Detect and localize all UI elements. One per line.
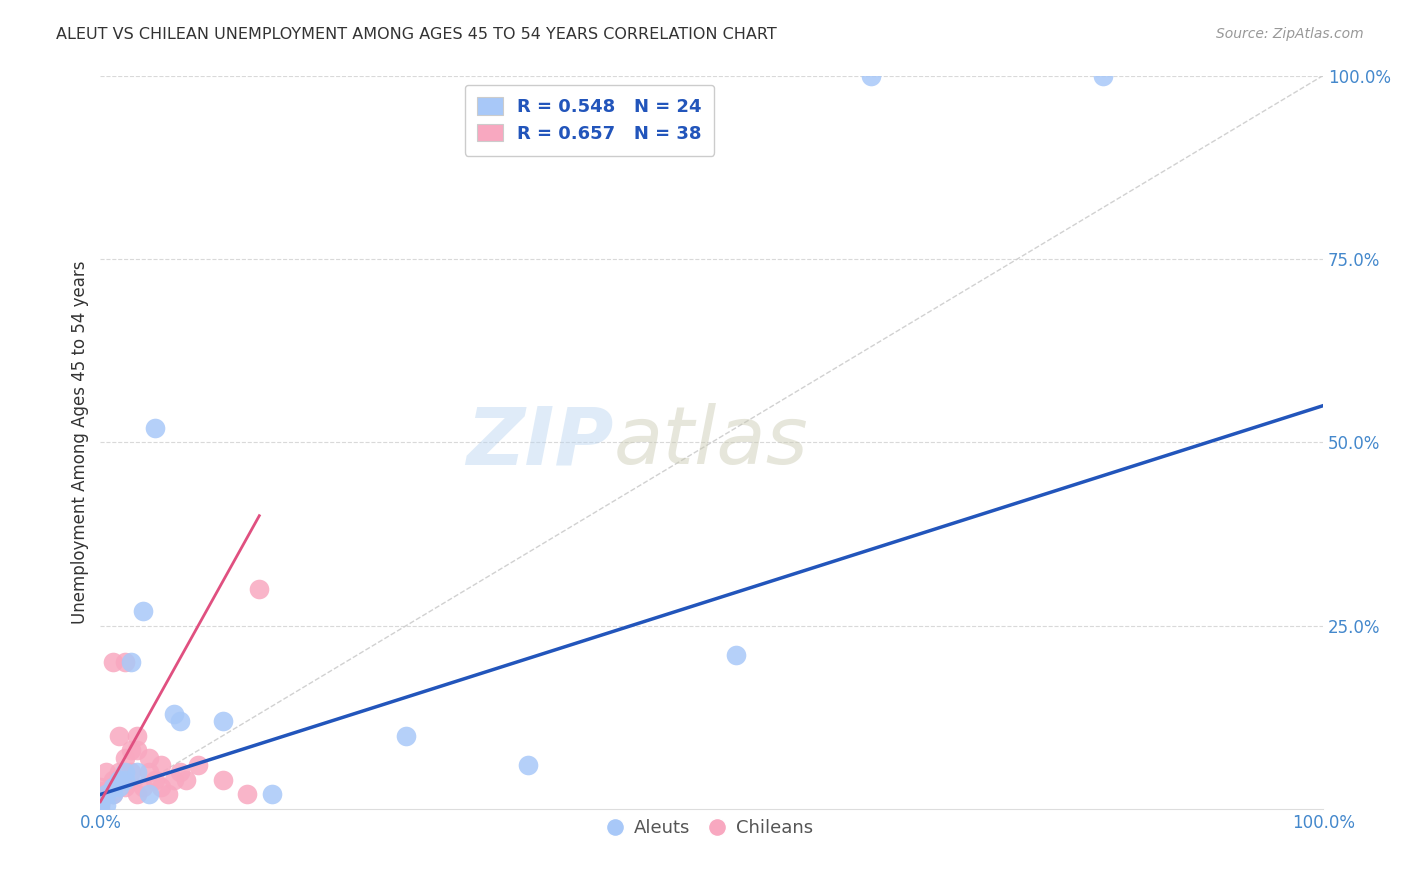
- Point: [132, 604, 155, 618]
- Point: [114, 780, 136, 794]
- Point: [156, 788, 179, 802]
- Point: [169, 765, 191, 780]
- Point: [114, 772, 136, 787]
- Point: [89, 784, 111, 798]
- Point: [107, 772, 129, 787]
- Point: [174, 772, 197, 787]
- Point: [89, 798, 111, 813]
- Point: [169, 714, 191, 728]
- Point: [120, 743, 142, 757]
- Point: [125, 743, 148, 757]
- Text: Source: ZipAtlas.com: Source: ZipAtlas.com: [1216, 27, 1364, 41]
- Point: [114, 751, 136, 765]
- Point: [89, 780, 111, 794]
- Point: [96, 788, 118, 802]
- Point: [211, 714, 233, 728]
- Point: [107, 780, 129, 794]
- Point: [132, 780, 155, 794]
- Point: [120, 765, 142, 780]
- Legend: Aleuts, Chileans: Aleuts, Chileans: [603, 812, 820, 844]
- Point: [236, 788, 259, 802]
- Point: [89, 802, 111, 816]
- Point: [120, 656, 142, 670]
- Point: [859, 69, 882, 83]
- Point: [114, 765, 136, 780]
- Text: ZIP: ZIP: [467, 403, 614, 482]
- Point: [101, 788, 124, 802]
- Point: [150, 758, 173, 772]
- Point: [145, 420, 167, 434]
- Point: [211, 772, 233, 787]
- Point: [138, 751, 160, 765]
- Point: [138, 765, 160, 780]
- Point: [89, 788, 111, 802]
- Point: [96, 788, 118, 802]
- Text: atlas: atlas: [614, 403, 808, 482]
- Point: [107, 729, 129, 743]
- Point: [125, 729, 148, 743]
- Point: [96, 765, 118, 780]
- Point: [163, 706, 186, 721]
- Point: [89, 798, 111, 813]
- Point: [187, 758, 209, 772]
- Point: [395, 729, 418, 743]
- Point: [101, 788, 124, 802]
- Y-axis label: Unemployment Among Ages 45 to 54 years: Unemployment Among Ages 45 to 54 years: [72, 260, 89, 624]
- Point: [517, 758, 540, 772]
- Point: [101, 656, 124, 670]
- Point: [101, 780, 124, 794]
- Point: [1092, 69, 1115, 83]
- Point: [145, 772, 167, 787]
- Point: [89, 795, 111, 809]
- Point: [725, 648, 748, 662]
- Point: [138, 788, 160, 802]
- Point: [96, 798, 118, 813]
- Point: [125, 788, 148, 802]
- Point: [89, 788, 111, 802]
- Point: [89, 791, 111, 805]
- Point: [101, 772, 124, 787]
- Point: [247, 582, 270, 596]
- Point: [150, 780, 173, 794]
- Point: [260, 788, 283, 802]
- Point: [107, 765, 129, 780]
- Text: ALEUT VS CHILEAN UNEMPLOYMENT AMONG AGES 45 TO 54 YEARS CORRELATION CHART: ALEUT VS CHILEAN UNEMPLOYMENT AMONG AGES…: [56, 27, 778, 42]
- Point: [89, 795, 111, 809]
- Point: [163, 772, 186, 787]
- Point: [114, 656, 136, 670]
- Point: [125, 765, 148, 780]
- Point: [89, 795, 111, 809]
